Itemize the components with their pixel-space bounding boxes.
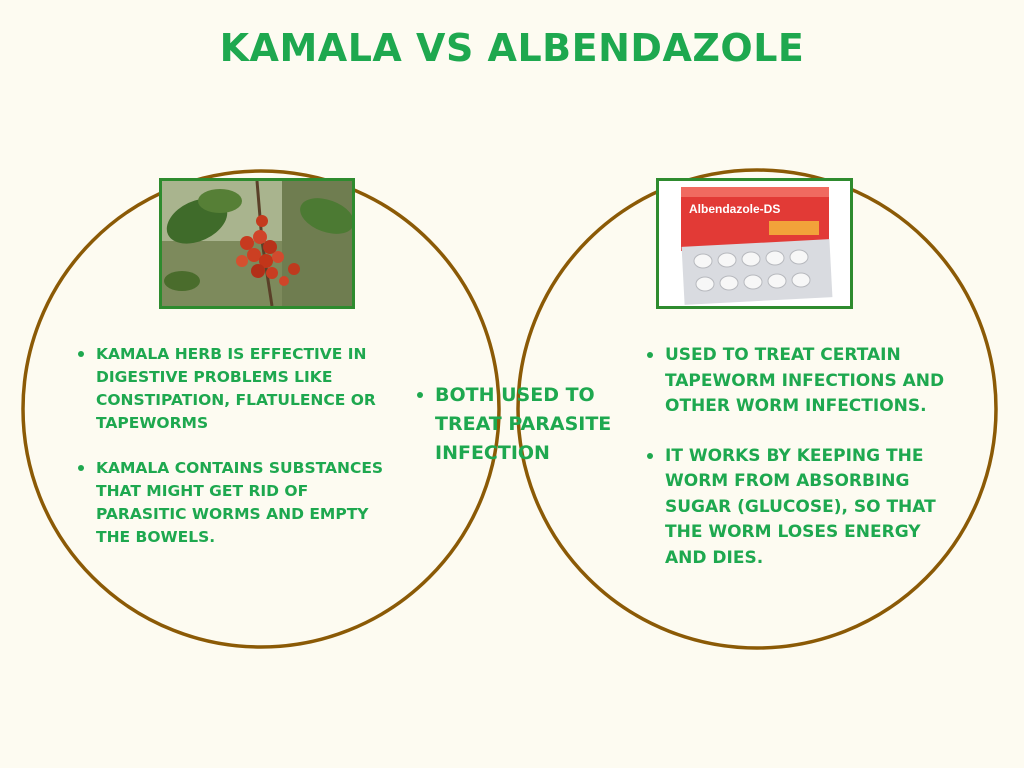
- page-title: KAMALA VS ALBENDAZOLE: [219, 26, 805, 70]
- kamala-photo: [159, 178, 355, 309]
- shared-points: BOTH USED TO TREAT PARASITE INFECTION: [415, 381, 615, 468]
- right-circle: [516, 168, 998, 650]
- list-item: IT WORKS BY KEEPING THE WORM FROM ABSORB…: [645, 444, 965, 572]
- kamala-points: KAMALA HERB IS EFFECTIVE IN DIGESTIVE PR…: [76, 343, 396, 571]
- list-item: KAMALA HERB IS EFFECTIVE IN DIGESTIVE PR…: [76, 343, 396, 435]
- box-label: Albendazole-DS: [689, 202, 780, 216]
- list-item: BOTH USED TO TREAT PARASITE INFECTION: [415, 381, 615, 468]
- list-item: KAMALA CONTAINS SUBSTANCES THAT MIGHT GE…: [76, 457, 396, 549]
- list-item: USED TO TREAT CERTAIN TAPEWORM INFECTION…: [645, 343, 965, 420]
- albendazole-points: USED TO TREAT CERTAIN TAPEWORM INFECTION…: [645, 343, 965, 595]
- albendazole-photo: Albendazole-DS: [656, 178, 853, 309]
- left-circle: [21, 169, 501, 649]
